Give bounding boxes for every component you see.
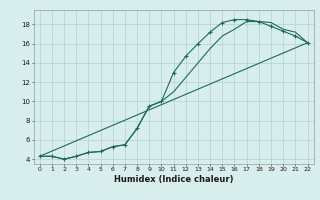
- X-axis label: Humidex (Indice chaleur): Humidex (Indice chaleur): [114, 175, 233, 184]
